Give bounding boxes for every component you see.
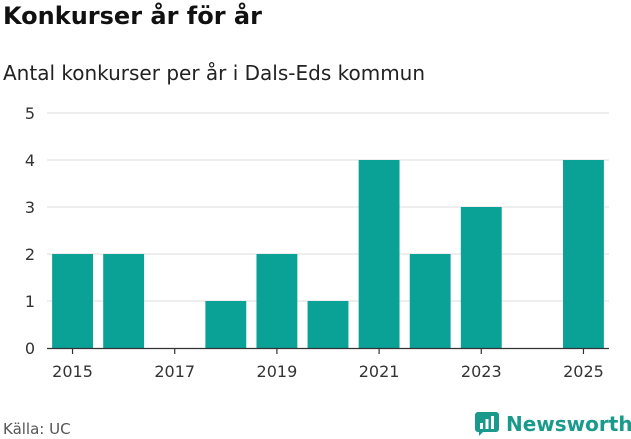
newsworthy-icon	[475, 412, 499, 436]
y-tick-label: 0	[25, 339, 35, 358]
x-tick-label: 2015	[52, 362, 93, 381]
bar-2015	[52, 254, 93, 348]
x-tick-label: 2025	[563, 362, 604, 381]
bar-2020	[307, 301, 349, 348]
x-tick-label: 2019	[257, 362, 298, 381]
bar-2022	[409, 254, 451, 348]
brand-label: Newsworthy	[506, 412, 631, 436]
x-tick-label: 2023	[461, 362, 502, 381]
y-tick-label: 2	[25, 245, 35, 264]
y-tick-label: 3	[25, 198, 35, 217]
chart-subtitle: Antal konkurser per år i Dals-Eds kommun	[3, 61, 426, 85]
bar-2023	[460, 207, 502, 348]
chart-title: Konkurser år för år	[3, 2, 262, 30]
y-tick-label: 5	[25, 104, 35, 123]
bar-2025	[563, 160, 604, 348]
bar-2019	[256, 254, 298, 348]
x-tick-label: 2017	[154, 362, 195, 381]
source-note: Källa: UC	[3, 420, 71, 438]
bar-2021	[358, 160, 400, 348]
y-tick-label: 1	[25, 292, 35, 311]
bar-2018	[205, 301, 247, 348]
newsworthy-logo[interactable]: Newsworthy	[474, 409, 631, 439]
y-tick-label: 4	[25, 151, 35, 170]
bar-2016	[103, 254, 145, 348]
x-tick-label: 2021	[359, 362, 400, 381]
bar-chart: 0 1 2 3 4 5 2015 2017 2019 2021 2023 2025	[25, 104, 609, 381]
